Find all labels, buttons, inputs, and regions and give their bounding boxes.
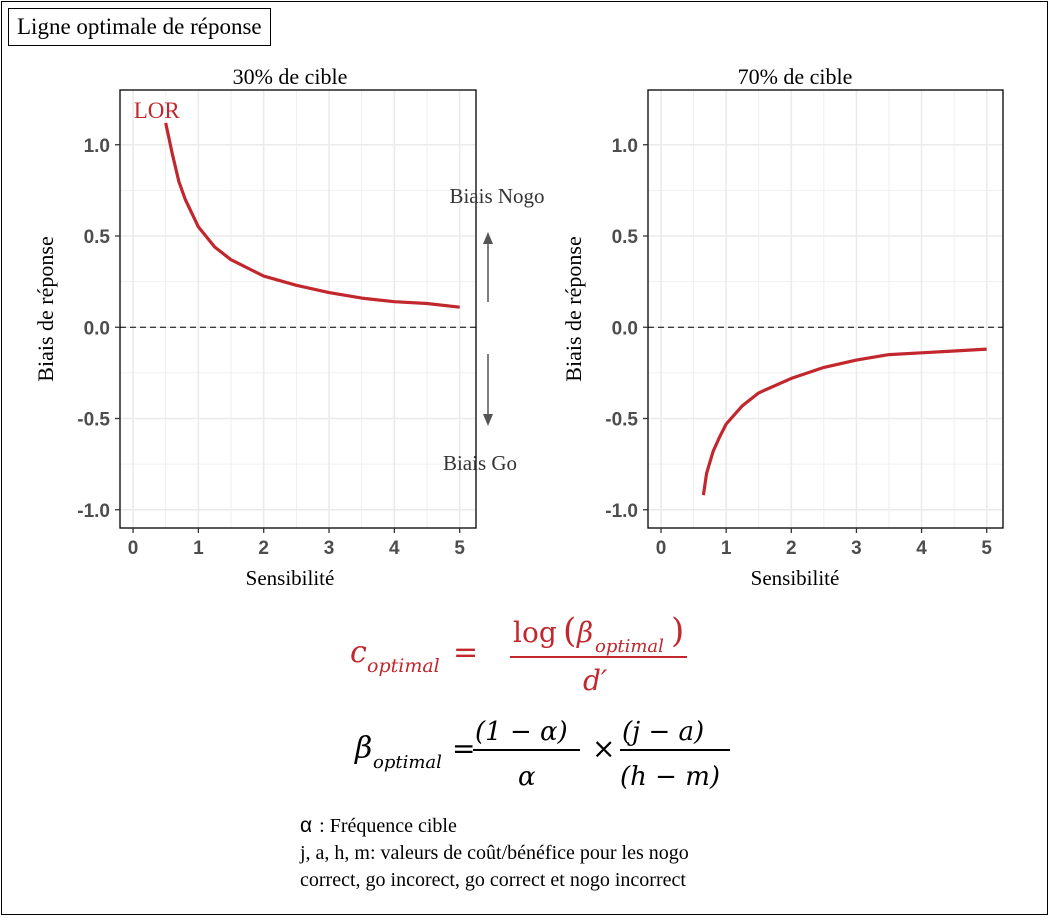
numerator-2: (j − a): [622, 717, 704, 747]
y-tick-label: 0.5: [84, 227, 111, 248]
x-tick-label: 3: [324, 538, 335, 559]
figure-title: Ligne optimale de réponse: [8, 8, 271, 46]
y-axis-label: Biais de réponse: [33, 236, 58, 381]
panel-border: [647, 89, 1004, 529]
open-paren: (: [563, 611, 576, 651]
x-tick-label: 2: [786, 538, 797, 559]
y-tick-label: 0.0: [612, 318, 638, 339]
annotation-biais-go: Biais Go: [443, 451, 517, 475]
y-tick-label: -1.0: [605, 501, 638, 522]
close-paren: ): [671, 611, 684, 651]
d-prime: d′: [583, 664, 608, 697]
log-text: log: [513, 616, 557, 649]
x-tick-label: 5: [981, 538, 992, 559]
y-tick-label: 1.0: [84, 136, 110, 157]
y-tick-label: 1.0: [612, 136, 638, 157]
x-axis-label: Sensibilité: [246, 566, 335, 590]
y-tick-label: 0.0: [84, 318, 110, 339]
lor-curve: [701, 347, 987, 496]
arrow-up-head: [483, 232, 493, 244]
c-symbol: c: [350, 635, 367, 670]
x-axis-label: Sensibilité: [751, 566, 840, 590]
beta-subscript-2: optimal: [373, 752, 442, 773]
alpha-description: : Fréquence cible: [314, 815, 457, 837]
x-tick-label: 4: [389, 538, 400, 559]
legend-line-3: correct, go incorect, go correct et nogo…: [300, 869, 686, 891]
y-tick-label: 0.5: [612, 227, 639, 248]
beta-symbol: β: [576, 616, 593, 649]
equals-sign-2: =: [452, 732, 475, 765]
legend-line-2: j, a, h, m: valeurs de coût/bénéfice pou…: [300, 842, 689, 864]
series-label: LOR: [134, 98, 181, 123]
equals-sign: =: [453, 635, 478, 670]
numerator-1: (1 − α): [475, 717, 568, 747]
times-sign: ×: [592, 732, 615, 765]
c-optimal-formula: c optimal = log ( β optimal ) d′: [350, 611, 687, 697]
c-subscript: optimal: [367, 655, 440, 677]
panel-border: [119, 89, 477, 529]
lor-curve: [164, 122, 460, 309]
panel-title: 30% de cible: [233, 64, 348, 89]
x-tick-label: 0: [128, 538, 139, 559]
legend-line-1: α : Fréquence cible: [300, 812, 689, 840]
x-tick-label: 1: [721, 538, 732, 559]
formula-legend: α : Fréquence cible j, a, h, m: valeurs …: [300, 812, 689, 894]
x-tick-label: 2: [258, 538, 269, 559]
annotation-biais-nogo: Biais Nogo: [449, 184, 544, 208]
beta-subscript: optimal: [595, 636, 664, 657]
denominator-2: (h − m): [620, 762, 720, 792]
y-axis-label: Biais de réponse: [561, 236, 586, 381]
beta-optimal-formula: β optimal = (1 − α) α × (j − a) (h − m): [354, 717, 730, 792]
y-tick-label: -0.5: [605, 410, 638, 431]
x-tick-label: 5: [454, 538, 465, 559]
x-tick-label: 0: [656, 538, 667, 559]
x-tick-label: 1: [193, 538, 204, 559]
y-tick-label: -0.5: [77, 410, 110, 431]
x-tick-label: 4: [916, 538, 927, 559]
alpha-symbol: α: [300, 814, 313, 837]
panel-title: 70% de cible: [738, 64, 853, 89]
beta-symbol-2: β: [354, 731, 372, 766]
arrow-down-head: [483, 414, 493, 426]
denominator-1: α: [518, 762, 536, 792]
charts-svg: 0 1 2 3 4 5 1.0 0.5 0.0 -0.5 -1.0 30% de cible Sensi…: [33, 64, 1004, 590]
y-tick-label: -1.0: [77, 501, 110, 522]
x-tick-label: 3: [851, 538, 862, 559]
